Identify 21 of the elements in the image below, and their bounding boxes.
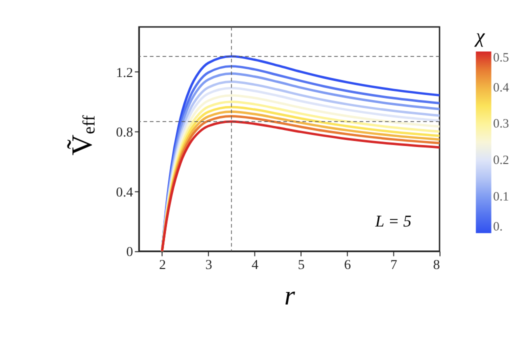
color-bar-label: 0.3 <box>493 116 510 131</box>
color-bar-label: 0.4 <box>493 80 510 94</box>
x-tick-label: 4 <box>252 256 259 272</box>
x-tick-label: 7 <box>390 256 398 272</box>
y-tick-label: 0 <box>126 244 134 260</box>
x-axis-title: r <box>284 280 296 310</box>
color-bar-label: 0. <box>493 219 503 234</box>
x-tick-label: 3 <box>205 256 212 272</box>
y-tick-label: 0.4 <box>116 184 134 200</box>
color-bar-label: 0.1 <box>493 189 510 204</box>
y-axis-title: Ṽeff <box>66 114 99 156</box>
x-tick-label: 8 <box>433 256 440 272</box>
color-bar-label: 0.5 <box>493 50 510 64</box>
legend-title: χ <box>474 25 486 48</box>
x-tick-label: 5 <box>298 256 305 272</box>
x-tick-label: 6 <box>344 256 352 272</box>
annotation: L = 5 <box>374 212 412 231</box>
color-bar-label: 0.2 <box>493 153 510 168</box>
x-tick-label: 2 <box>159 256 166 272</box>
y-tick-label: 0.8 <box>116 124 134 140</box>
y-tick-label: 1.2 <box>116 64 134 80</box>
